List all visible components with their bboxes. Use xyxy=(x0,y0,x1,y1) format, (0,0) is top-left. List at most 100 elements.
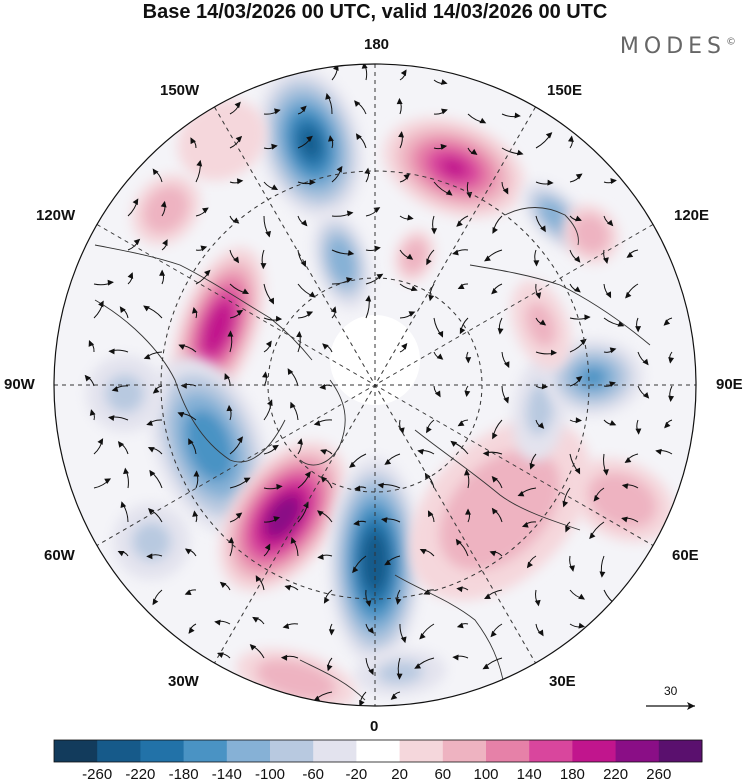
wind-vector-head xyxy=(236,178,244,185)
anomaly-contour xyxy=(407,247,422,265)
wind-vector-head xyxy=(490,630,497,638)
coastline-canada-bay xyxy=(94,299,286,463)
colorbar-tick-label: -140 xyxy=(211,766,242,783)
wind-vector-head xyxy=(569,565,575,572)
colorbar-tick-label: -60 xyxy=(302,766,325,783)
wind-vector-head xyxy=(491,288,498,295)
wind-vector-head xyxy=(427,510,434,518)
wind-vector-head xyxy=(188,438,194,446)
wind-vector-head xyxy=(217,652,224,658)
map-title: Base 14/03/2026 00 UTC, valid 14/03/2026… xyxy=(142,1,608,23)
wind-vector-head xyxy=(260,263,267,270)
colorbar-swatch xyxy=(658,740,703,762)
wind-vector-head xyxy=(441,108,448,115)
anomaly-contour xyxy=(199,119,245,161)
wind-vector-head xyxy=(271,184,279,191)
wind-vector-head xyxy=(177,412,185,418)
wind-vector-head xyxy=(602,257,609,264)
anomaly-blob xyxy=(149,356,269,535)
wind-vector-head xyxy=(236,309,244,316)
wind-vector-head xyxy=(550,349,558,356)
lon-label-30w: 30W xyxy=(168,673,199,690)
wind-vector-head xyxy=(265,230,271,238)
wind-vector-head xyxy=(401,343,408,350)
wind-vector-head xyxy=(395,598,402,605)
wind-vector-head xyxy=(578,622,586,629)
wind-vector-head xyxy=(567,135,574,143)
colorbar xyxy=(53,739,703,763)
colorbar-tick-label: 100 xyxy=(473,766,499,783)
wind-vector-head xyxy=(202,207,209,214)
wind-vector-head xyxy=(193,470,200,477)
wind-vector-head xyxy=(514,112,521,119)
wind-vector-head xyxy=(219,581,227,588)
wind-vector-head xyxy=(119,306,126,313)
wind-vector-head xyxy=(491,475,498,483)
wind-vector-head xyxy=(162,239,168,246)
lon-label-150e: 150E xyxy=(547,82,583,99)
wind-vector-head xyxy=(484,593,491,599)
wind-vector-head xyxy=(243,477,251,484)
lon-label-0: 0 xyxy=(370,718,379,735)
brand-name: MODES xyxy=(619,34,726,59)
wind-vector-head xyxy=(589,532,596,540)
wind-vector-head xyxy=(98,300,104,308)
wind-vector-head xyxy=(384,458,392,465)
anomaly-contour xyxy=(154,197,178,222)
lon-label-60e: 60E xyxy=(672,547,699,564)
wind-vector-head xyxy=(227,330,234,337)
anomaly-blob xyxy=(86,355,164,433)
wind-vector-head xyxy=(625,291,632,299)
wind-vector-head xyxy=(108,348,115,355)
wind-vector-head xyxy=(226,404,233,412)
wind-vector-head xyxy=(547,179,554,186)
coastline-siberia-east xyxy=(469,264,651,346)
wind-vector-head xyxy=(120,501,127,509)
wind-vector-head xyxy=(376,273,384,280)
colorbar-swatch xyxy=(313,740,357,762)
wind-vector-head xyxy=(147,447,155,453)
anomaly-layer xyxy=(86,67,674,706)
wind-vector-head xyxy=(491,507,498,515)
lon-label-120e: 120E xyxy=(674,207,710,224)
wind-vector-head xyxy=(452,249,459,256)
colorbar-swatch xyxy=(529,740,573,762)
wind-vector-head xyxy=(242,288,249,294)
lon-label-120w: 120W xyxy=(36,207,76,224)
wind-vector-head xyxy=(354,100,361,107)
wind-vector-head xyxy=(346,210,354,217)
wind-vector-head xyxy=(132,198,139,206)
wind-vector-head xyxy=(428,294,435,302)
wind-vector-head xyxy=(267,399,273,406)
wind-vector-head xyxy=(320,449,327,455)
colorbar-tick-label: 20 xyxy=(391,766,408,783)
lon-label-180: 180 xyxy=(364,36,390,53)
wind-vector-head xyxy=(297,438,304,445)
wind-vector-head xyxy=(482,450,489,457)
wind-vector-head xyxy=(419,632,426,640)
anomaly-contour xyxy=(276,669,317,690)
lon-label-90w: 90W xyxy=(4,376,35,393)
wind-vector-head xyxy=(497,328,504,335)
colorbar-swatch xyxy=(356,740,401,762)
wind-vector-head xyxy=(355,133,362,141)
wind-vector-head xyxy=(328,629,335,636)
wind-vector-head xyxy=(353,520,360,527)
wind-vector-head xyxy=(437,330,444,338)
wind-vector-head xyxy=(190,137,196,145)
wind-vector-head xyxy=(537,422,545,429)
wind-vector-head xyxy=(325,92,331,100)
colorbar-tick-label: 60 xyxy=(434,766,452,783)
wind-vector-head xyxy=(152,598,159,606)
wind-vector-head xyxy=(346,277,353,283)
wind-vector-head xyxy=(146,420,153,426)
colorbar-tick-label: -100 xyxy=(254,766,286,783)
wind-vector-head xyxy=(521,522,529,528)
wind-vector-head xyxy=(398,427,405,435)
wind-vector-head xyxy=(317,510,324,517)
colorbar-swatch xyxy=(183,740,228,762)
anomaly-blob xyxy=(511,280,571,370)
coastline-north-america xyxy=(94,244,313,361)
wind-vector-head xyxy=(450,440,458,447)
wind-vector-head xyxy=(317,553,324,560)
